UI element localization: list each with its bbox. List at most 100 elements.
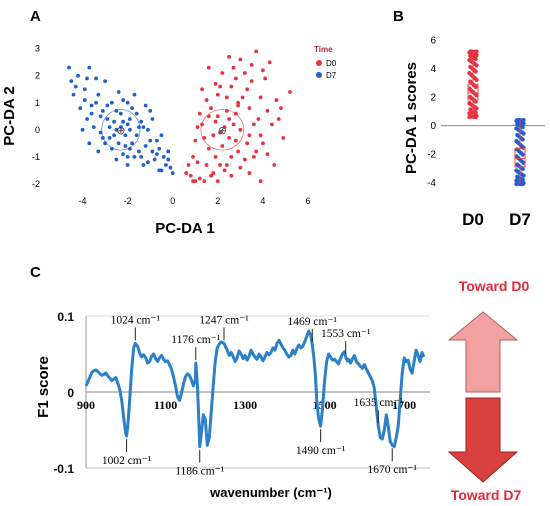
- scatter-point-d0: [227, 117, 231, 121]
- line-y-label: F1 score: [35, 356, 52, 418]
- box-point-d0: [467, 71, 472, 76]
- box-category-d7: D7: [509, 210, 531, 229]
- scatter-point-d0: [247, 133, 252, 138]
- scatter-point-d0: [247, 106, 252, 111]
- scatter-point-d0: [215, 179, 220, 184]
- scatter-point-d7: [146, 127, 150, 132]
- scatter-point-d7: [118, 111, 123, 116]
- box-point-d0: [468, 49, 473, 54]
- scatter-x-tick: 0: [170, 196, 175, 206]
- scatter-point-d0: [218, 130, 222, 135]
- scatter-point-d7: [107, 136, 112, 140]
- scatter-point-d7: [67, 65, 71, 70]
- scatter-point-d0: [276, 117, 281, 121]
- scatter-point-d0: [184, 171, 189, 175]
- scatter-point-d0: [249, 63, 254, 67]
- box-point-d0: [474, 49, 479, 54]
- scatter-point-d7: [112, 133, 117, 138]
- box-iqr-d0: [467, 83, 479, 101]
- box-point-d7: [514, 178, 519, 183]
- scatter-point-d7: [130, 141, 135, 146]
- scatter-point-d0: [211, 171, 216, 175]
- scatter-point-d7: [134, 133, 139, 138]
- scatter-point-d7: [91, 125, 96, 130]
- scatter-point-d0: [261, 68, 265, 73]
- line-x-label: wavenumber (cm⁻¹): [209, 485, 332, 500]
- scatter-point-d7: [85, 76, 89, 81]
- scatter-point-d0: [233, 138, 238, 143]
- scatter-point-d7: [164, 163, 168, 167]
- scatter-point-d7: [85, 117, 89, 121]
- f1-score-line: [84, 329, 426, 449]
- scatter-point-d7: [132, 92, 137, 97]
- scatter-point-d0: [245, 141, 250, 146]
- scatter-point-d0: [209, 173, 213, 178]
- scatter-point-d0: [238, 165, 243, 170]
- scatter-point-d0: [206, 65, 211, 70]
- scatter-point-d7: [78, 106, 83, 111]
- toward-d0-label: Toward D0: [459, 278, 530, 294]
- scatter-point-d0: [236, 103, 241, 108]
- scatter-point-d0: [202, 179, 207, 184]
- trough-annotation: 1186 cm⁻¹: [175, 466, 225, 478]
- scatter-point-d7: [134, 111, 139, 116]
- scatter-x-tick: 2: [215, 196, 220, 206]
- arrow-up-icon: [447, 311, 519, 393]
- box-y-tick: 2: [430, 93, 436, 104]
- scatter-point-d0: [197, 176, 202, 181]
- scatter-point-d0: [242, 71, 247, 75]
- scatter-point-d0: [258, 179, 263, 184]
- scatter-point-d7: [114, 127, 119, 132]
- scatter-point-d0: [191, 154, 195, 159]
- scatter-point-d0: [240, 95, 245, 100]
- scatter-point-d0: [288, 90, 292, 94]
- scatter-point-d7: [127, 146, 132, 151]
- box-point-d7: [514, 139, 519, 144]
- centroid-marker-d0: ⊕: [218, 124, 227, 137]
- scatter-point-d0: [272, 163, 277, 167]
- scatter-point-d7: [80, 127, 85, 132]
- scatter-x-label: PC-DA 1: [155, 220, 214, 237]
- scatter-point-d0: [213, 154, 218, 159]
- scatter-point-d0: [236, 149, 241, 154]
- peak-annotation: 1635 cm⁻¹: [354, 397, 404, 409]
- peak-annotation: 1469 cm⁻¹: [288, 316, 338, 328]
- scatter-point-d0: [254, 149, 259, 154]
- scatter-point-d7: [76, 73, 80, 78]
- scatter-point-d7: [152, 157, 157, 162]
- scatter-point-d0: [238, 57, 243, 62]
- confidence-ellipse-d0: [200, 109, 245, 151]
- box-point-d7: [515, 162, 520, 167]
- peak-annotation: 1247 cm⁻¹: [199, 314, 249, 326]
- scatter-point-d0: [211, 133, 216, 138]
- box-point-d0: [467, 58, 472, 63]
- scatter-point-d0: [279, 106, 283, 111]
- scatter-point-d0: [204, 163, 209, 167]
- scatter-point-d0: [229, 154, 234, 159]
- scatter-point-d7: [116, 141, 121, 146]
- scatter-point-d0: [195, 160, 200, 165]
- box-y-tick: 6: [430, 36, 436, 47]
- scatter-point-d0: [247, 171, 252, 175]
- scatter-point-d7: [161, 154, 166, 159]
- box-point-d0: [467, 111, 472, 116]
- scatter-point-d0: [238, 127, 243, 132]
- scatter-point-d0: [220, 71, 225, 75]
- scatter-x-tick: -2: [124, 196, 132, 206]
- scatter-point-d7: [166, 157, 171, 162]
- scatter-point-d7: [103, 79, 107, 84]
- scatter-point-d7: [89, 111, 94, 116]
- panel-a-letter: A: [30, 8, 41, 25]
- scatter-point-d0: [213, 119, 218, 124]
- scatter-point-d0: [249, 79, 254, 84]
- scatter-point-d7: [143, 144, 148, 148]
- trough-annotation: 1002 cm⁻¹: [102, 455, 152, 467]
- scatter-point-d0: [224, 95, 229, 100]
- scatter-point-d7: [98, 114, 103, 119]
- scatter-point-d7: [112, 119, 117, 124]
- line-y-tick: 0: [67, 386, 74, 400]
- scatter-point-d7: [139, 119, 144, 124]
- scatter-point-d7: [82, 87, 87, 92]
- scatter-point-d0: [186, 163, 191, 167]
